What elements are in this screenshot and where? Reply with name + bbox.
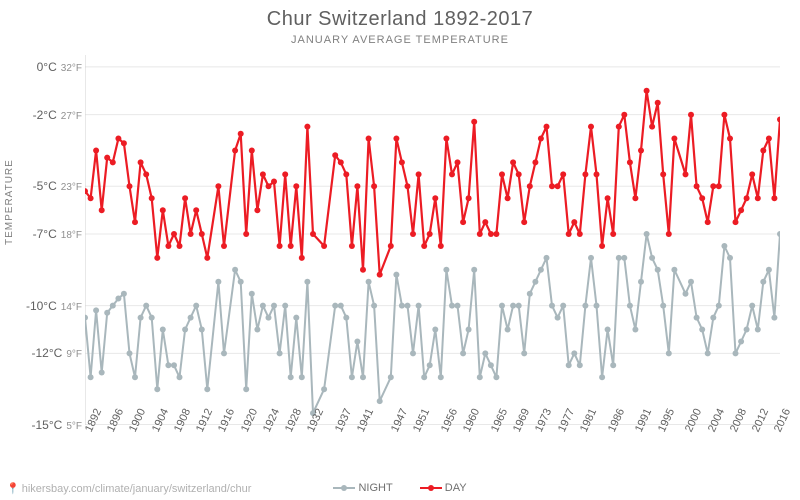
y-axis-label: TEMPERATURE bbox=[4, 159, 15, 245]
legend-item-day: DAY bbox=[420, 482, 467, 494]
y-tick: -5°C23°F bbox=[22, 179, 82, 193]
chart-container: Chur Switzerland 1892-2017 JANUARY AVERA… bbox=[0, 0, 800, 500]
y-tick: 0°C32°F bbox=[22, 60, 82, 74]
y-tick: -7°C18°F bbox=[22, 227, 82, 241]
y-tick: -2°C27°F bbox=[22, 108, 82, 122]
legend-swatch-day bbox=[420, 487, 442, 489]
chart-subtitle: JANUARY AVERAGE TEMPERATURE bbox=[0, 34, 800, 46]
y-tick: -12°C9°F bbox=[22, 346, 82, 360]
attribution-text: hikersbay.com/climate/january/switzerlan… bbox=[22, 483, 252, 495]
chart-plot-area bbox=[85, 55, 780, 425]
map-pin-icon: 📍 bbox=[6, 483, 20, 495]
legend-label-night: NIGHT bbox=[358, 482, 392, 494]
legend-swatch-night bbox=[333, 487, 355, 489]
attribution: 📍hikersbay.com/climate/january/switzerla… bbox=[6, 482, 251, 495]
chart-title: Chur Switzerland 1892-2017 bbox=[0, 8, 800, 31]
legend-label-day: DAY bbox=[445, 482, 467, 494]
x-axis-ticks: 1892189619001904190819121916192019241928… bbox=[85, 425, 780, 475]
legend-item-night: NIGHT bbox=[333, 482, 392, 494]
y-tick: -15°C5°F bbox=[22, 418, 82, 432]
y-tick: -10°C14°F bbox=[22, 299, 82, 313]
